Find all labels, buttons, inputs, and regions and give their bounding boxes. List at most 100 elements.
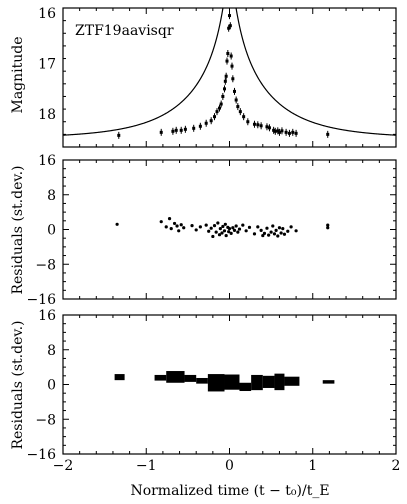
residual-point: [214, 230, 218, 234]
y-tick-label: −8: [35, 412, 56, 428]
residual-point: [177, 229, 181, 233]
residual-bin: [154, 374, 167, 381]
data-point: [273, 129, 277, 133]
residual-point: [207, 229, 211, 233]
residual-point: [167, 217, 172, 221]
residual-bin: [251, 374, 263, 391]
residual-point: [222, 229, 227, 233]
x-tick-label: 0: [225, 458, 234, 474]
y-tick-label: 16: [38, 6, 56, 22]
residual-point: [179, 223, 183, 227]
data-point: [229, 54, 233, 58]
residual-point: [232, 228, 237, 232]
residual-point: [276, 234, 280, 238]
residual-point: [190, 223, 194, 228]
data-point: [256, 123, 260, 127]
residual-point: [272, 232, 277, 236]
data-point: [223, 79, 227, 83]
residual-point: [182, 226, 186, 230]
residual-point: [271, 224, 275, 228]
residual-point: [326, 223, 330, 227]
residual-point: [194, 228, 198, 232]
residuals-points-panel: −16 −8 0 8 16: [26, 153, 397, 308]
residual-point: [218, 227, 222, 231]
data-point: [219, 102, 223, 106]
residual-point: [223, 222, 227, 226]
x-tick-label: −2: [53, 458, 74, 474]
data-point: [238, 110, 242, 114]
data-point: [267, 126, 271, 130]
residual-point: [224, 233, 228, 238]
data-point: [234, 98, 238, 102]
residual-point: [277, 226, 282, 230]
residual-point: [259, 228, 263, 232]
residual-point: [227, 227, 232, 231]
data-point: [276, 129, 280, 133]
data-point: [272, 128, 276, 132]
data-point: [215, 110, 219, 114]
residual-point: [286, 229, 290, 233]
residual-point: [216, 221, 220, 225]
y-tick-label: 17: [38, 57, 56, 73]
residual-point: [172, 221, 177, 226]
residual-point: [267, 233, 271, 237]
data-point: [232, 89, 236, 93]
data-point: [179, 128, 183, 132]
residual-bin: [284, 376, 300, 386]
data-point: [242, 115, 246, 119]
residual-point: [256, 225, 260, 229]
data-point: [117, 133, 121, 137]
data-point: [230, 64, 234, 68]
residual-point: [229, 231, 233, 236]
data-point: [277, 130, 281, 134]
y-tick-label: 8: [47, 343, 56, 359]
y-tick-label: −16: [26, 447, 56, 463]
residual-point: [269, 230, 273, 234]
data-point: [218, 106, 222, 110]
y-tick-label: −8: [35, 257, 56, 273]
data-point: [280, 129, 284, 133]
residual-bin: [322, 380, 335, 384]
residual-point: [274, 228, 278, 232]
residual-point: [220, 231, 224, 235]
data-point: [209, 119, 213, 123]
residual-bin: [114, 374, 125, 381]
residual-point: [265, 226, 269, 230]
data-point: [287, 131, 291, 135]
residual-point: [159, 220, 163, 224]
data-point: [225, 59, 229, 63]
residual-point: [164, 225, 168, 229]
residual-bin: [239, 382, 252, 392]
residual-point: [241, 223, 245, 227]
data-point: [236, 105, 240, 109]
residual-point: [294, 229, 298, 233]
data-point: [159, 130, 163, 134]
object-name-label: ZTF19aavisqr: [75, 23, 174, 39]
y-tick-label: 0: [47, 223, 56, 239]
residual-point: [217, 233, 222, 237]
residual-bin: [184, 374, 197, 382]
x-tick-label: 1: [308, 458, 317, 474]
residual-point: [175, 224, 179, 228]
data-point: [171, 129, 175, 133]
residual-point: [221, 224, 225, 229]
residual-point: [212, 223, 217, 228]
residual-point: [115, 222, 119, 226]
data-point: [228, 14, 231, 18]
x-axis-label: Normalized time (t − t₀)/t_E: [130, 483, 329, 499]
data-point: [252, 122, 256, 126]
data-point: [204, 121, 208, 125]
y-axis-label-residuals-top: Residuals (st.dev.): [10, 165, 26, 294]
residual-point: [234, 224, 238, 228]
residual-point: [279, 231, 283, 235]
data-point: [294, 131, 298, 135]
y-tick-label: 18: [38, 107, 56, 123]
residual-bin: [196, 377, 208, 384]
residual-point: [237, 227, 242, 231]
residual-point: [204, 223, 208, 227]
data-point: [265, 125, 269, 129]
data-layer: [115, 217, 330, 239]
data-point: [174, 128, 178, 132]
y-tick-label: 16: [38, 308, 56, 324]
